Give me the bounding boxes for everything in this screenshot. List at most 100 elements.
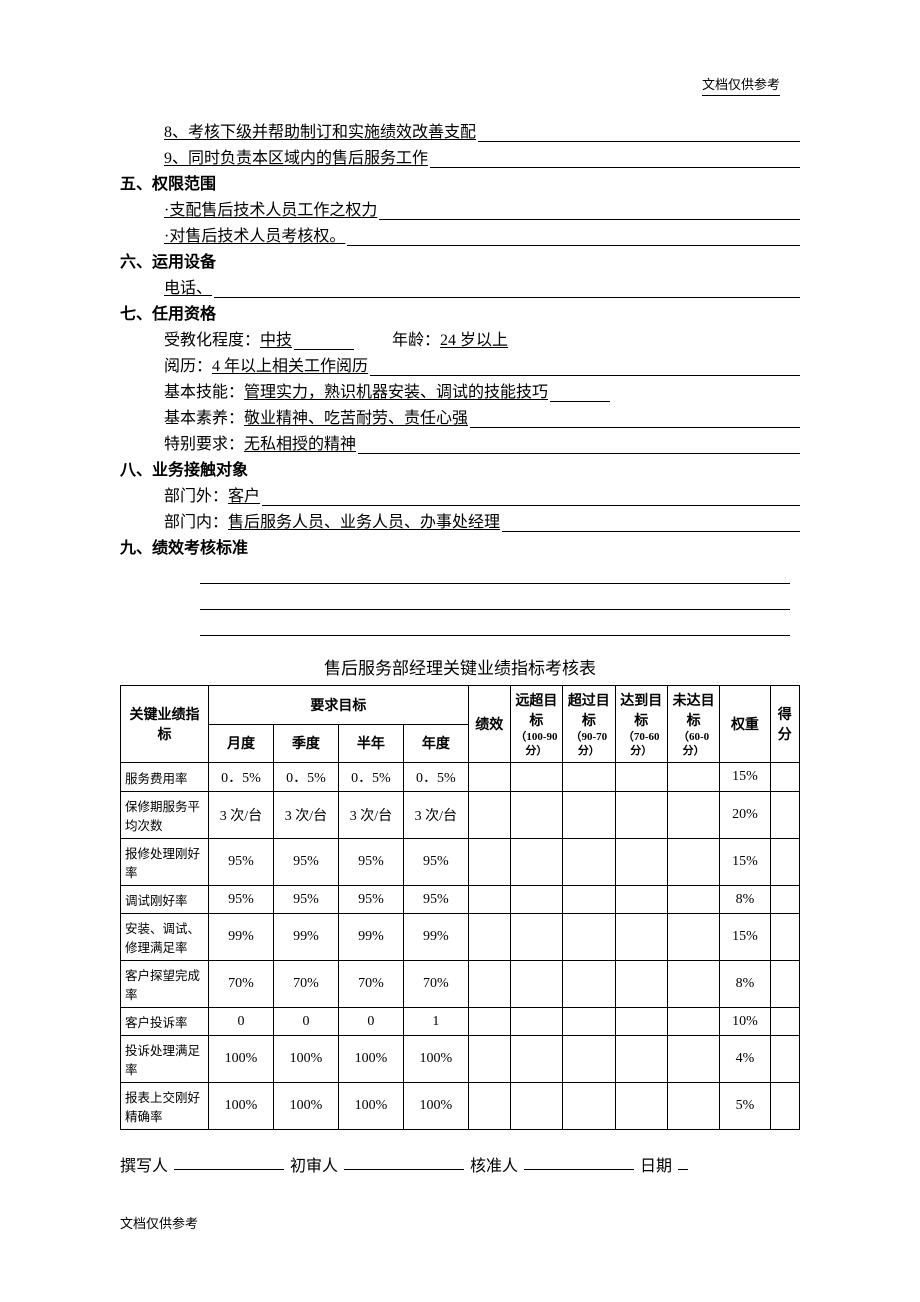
skill-label: 基本技能：: [164, 380, 244, 406]
table-cell: 调试刚好率: [121, 886, 209, 914]
item-8: 8、考核下级并帮助制订和实施绩效改善支配: [120, 120, 800, 146]
exp-value: 4 年以上相关工作阅历: [212, 354, 368, 380]
section-6-head: 六、运用设备: [120, 250, 800, 276]
th-kpi: 关键业绩指标: [121, 686, 209, 763]
gap: [356, 328, 392, 354]
table-cell: [563, 1036, 615, 1083]
th-exceed-s: （90-70 分）: [565, 730, 612, 758]
table-cell: 0．5%: [338, 763, 403, 792]
table-cell: 20%: [720, 792, 770, 839]
table-cell: 0: [209, 1008, 274, 1036]
table-cell: [667, 914, 719, 961]
table-cell: 95%: [338, 886, 403, 914]
sign-approve-label: 核准人: [470, 1152, 518, 1176]
table-title: 售后服务部经理关键业绩指标考核表: [120, 654, 800, 679]
table-cell: 100%: [273, 1083, 338, 1130]
table-cell: 95%: [338, 839, 403, 886]
table-cell: [615, 763, 667, 792]
table-cell: [667, 1083, 719, 1130]
table-cell: [563, 792, 615, 839]
table-cell: [510, 1008, 562, 1036]
table-cell: 8%: [720, 961, 770, 1008]
table-row: 投诉处理满足率100%100%100%100%4%: [121, 1036, 800, 1083]
qual-value: 敬业精神、吃苦耐劳、责任心强: [244, 406, 468, 432]
table-cell: 70%: [403, 961, 468, 1008]
item-9: 9、同时负责本区域内的售后服务工作: [120, 146, 800, 172]
table-cell: 0．5%: [403, 763, 468, 792]
table-cell: [468, 839, 510, 886]
section-5-head: 五、权限范围: [120, 172, 800, 198]
table-cell: 3 次/台: [403, 792, 468, 839]
table-cell: [510, 961, 562, 1008]
qual-label: 基本素养：: [164, 406, 244, 432]
th-quarter: 季度: [273, 724, 338, 763]
sec7-edu-age: 受教化程度： 中技 年龄： 24 岁以上: [120, 328, 800, 354]
sec5-l1-text: ·支配售后技术人员工作之权力: [164, 198, 377, 224]
table-cell: 15%: [720, 914, 770, 961]
blank-rules: [200, 562, 790, 636]
table-cell: [770, 914, 799, 961]
sec7-spec: 特别要求： 无私相授的精神: [120, 432, 800, 458]
table-cell: [468, 763, 510, 792]
rule: [430, 146, 800, 168]
edu-value: 中技: [260, 328, 292, 354]
table-cell: [615, 961, 667, 1008]
table-cell: 95%: [273, 839, 338, 886]
table-cell: 报修处理刚好率: [121, 839, 209, 886]
age-label: 年龄：: [392, 328, 440, 354]
table-cell: [510, 886, 562, 914]
table-cell: [615, 1008, 667, 1036]
item-9-text: 9、同时负责本区域内的售后服务工作: [164, 146, 428, 172]
table-cell: [510, 1083, 562, 1130]
table-cell: [468, 1008, 510, 1036]
table-cell: [468, 886, 510, 914]
spec-label: 特别要求：: [164, 432, 244, 458]
th-score: 得分: [770, 686, 799, 763]
signatures: 撰写人 初审人 核准人 日期: [120, 1152, 800, 1176]
table-cell: [468, 1083, 510, 1130]
rule: [200, 562, 790, 584]
age-value: 24 岁以上: [440, 328, 508, 354]
table-cell: 0: [338, 1008, 403, 1036]
table-cell: 99%: [338, 914, 403, 961]
th-perf: 绩效: [468, 686, 510, 763]
table-cell: [510, 792, 562, 839]
sign-date-label: 日期: [640, 1152, 672, 1176]
sec5-l2-text: ·对售后技术人员考核权。: [164, 224, 345, 250]
document-content: 8、考核下级并帮助制订和实施绩效改善支配 9、同时负责本区域内的售后服务工作 五…: [120, 120, 800, 1176]
sign-writer-slot: [174, 1152, 284, 1170]
rule: [370, 354, 800, 376]
sign-first-slot: [344, 1152, 464, 1170]
table-cell: 0．5%: [273, 763, 338, 792]
sec8-ext: 部门外： 客户: [120, 484, 800, 510]
table-cell: [770, 1008, 799, 1036]
table-row: 关键业绩指标 要求目标 绩效 远超目标（100-90 分） 超过目标（90-70…: [121, 686, 800, 725]
sec7-skill: 基本技能： 管理实力，熟识机器安装、调试的技能技巧: [120, 380, 800, 406]
table-cell: [770, 763, 799, 792]
table-cell: [563, 763, 615, 792]
table-cell: 0．5%: [209, 763, 274, 792]
table-cell: [667, 961, 719, 1008]
th-miss: 未达目标（60-0 分）: [667, 686, 719, 763]
table-cell: 15%: [720, 763, 770, 792]
table-cell: [563, 1083, 615, 1130]
table-cell: 100%: [403, 1036, 468, 1083]
table-cell: [615, 792, 667, 839]
table-row: 保修期服务平均次数3 次/台3 次/台3 次/台3 次/台20%: [121, 792, 800, 839]
section-8-head: 八、业务接触对象: [120, 458, 800, 484]
int-label: 部门内：: [164, 510, 228, 536]
table-cell: 100%: [338, 1083, 403, 1130]
table-row: 安装、调试、修理满足率99%99%99%99%15%: [121, 914, 800, 961]
th-far-t: 远超目标: [513, 690, 560, 730]
table-body: 服务费用率0．5%0．5%0．5%0．5%15%保修期服务平均次数3 次/台3 …: [121, 763, 800, 1130]
table-cell: 保修期服务平均次数: [121, 792, 209, 839]
skill-value: 管理实力，熟识机器安装、调试的技能技巧: [244, 380, 548, 406]
table-cell: [615, 839, 667, 886]
rule: [262, 484, 800, 506]
sec8-int: 部门内： 售后服务人员、业务人员、办事处经理: [120, 510, 800, 536]
ext-label: 部门外：: [164, 484, 228, 510]
table-cell: [510, 839, 562, 886]
table-cell: 5%: [720, 1083, 770, 1130]
th-meet-s: （70-60 分）: [618, 730, 665, 758]
th-year: 年度: [403, 724, 468, 763]
